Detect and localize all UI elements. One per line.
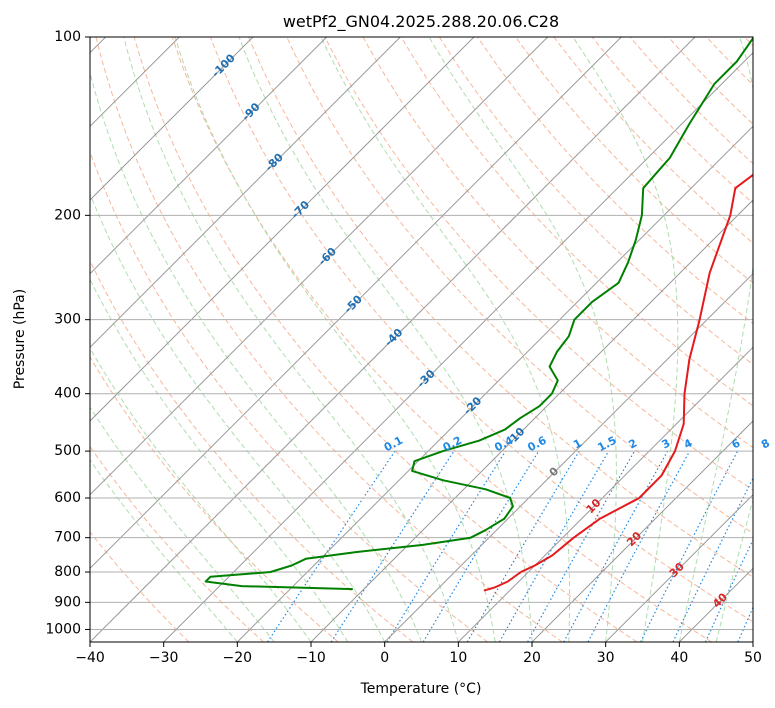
chart-title: wetPf2_GN04.2025.288.20.06.C28 bbox=[283, 12, 559, 32]
dry-adiabat bbox=[90, 531, 190, 642]
isotherm-line bbox=[90, 37, 328, 275]
mixing-ratio-line bbox=[587, 450, 691, 642]
dry-adiabat bbox=[95, 37, 563, 642]
isotherm-line bbox=[90, 37, 475, 422]
moist-adiabat bbox=[678, 37, 753, 642]
x-tick-label: 0 bbox=[380, 650, 389, 666]
mixing-ratio-line bbox=[422, 450, 540, 642]
x-tick-label: −30 bbox=[149, 650, 179, 666]
x-tick-label: 50 bbox=[744, 650, 762, 666]
dewpoint-series-line bbox=[204, 37, 753, 591]
isotherm-line bbox=[90, 37, 696, 642]
x-tick-label: 40 bbox=[670, 650, 688, 666]
y-tick-label: 1000 bbox=[45, 621, 81, 637]
x-tick-label: −10 bbox=[296, 650, 326, 666]
series-group bbox=[204, 37, 753, 592]
dry-adiabat bbox=[90, 259, 414, 642]
plot-frame bbox=[89, 36, 754, 643]
isotherm-line bbox=[236, 125, 753, 642]
y-tick-label: 300 bbox=[54, 312, 81, 328]
moist-adiabat bbox=[715, 497, 753, 642]
dry-adiabat bbox=[210, 37, 753, 623]
x-tick-label: 20 bbox=[523, 650, 541, 666]
moist-adiabat bbox=[90, 278, 349, 642]
y-tick-label: 500 bbox=[54, 443, 81, 459]
dry-adiabat bbox=[90, 150, 488, 642]
moist-adiabat bbox=[123, 37, 459, 642]
x-tick-label: 30 bbox=[597, 650, 615, 666]
mixing-ratio-line bbox=[386, 450, 507, 642]
isotherm-line bbox=[531, 420, 753, 642]
dry-adiabat bbox=[248, 37, 753, 578]
isotherm-line bbox=[90, 37, 254, 201]
mixing-ratio-lines bbox=[266, 450, 753, 642]
isotherm-line bbox=[90, 37, 549, 496]
dry-adiabat bbox=[477, 37, 753, 325]
x-tick-label: 10 bbox=[449, 650, 467, 666]
mixing-ratio-line bbox=[498, 450, 610, 642]
x-tick-label: −20 bbox=[223, 650, 253, 666]
dry-adiabat bbox=[133, 37, 638, 642]
mixing-ratio-line bbox=[672, 477, 753, 642]
moist-adiabat bbox=[90, 192, 386, 642]
mixing-ratio-line bbox=[704, 538, 753, 642]
moist-adiabat bbox=[238, 37, 533, 642]
y-tick-label: 900 bbox=[54, 594, 81, 610]
isotherm-line bbox=[310, 199, 753, 642]
isotherm-line bbox=[605, 493, 753, 642]
dry-adiabat bbox=[400, 37, 753, 407]
dry-adiabat bbox=[324, 37, 753, 491]
y-tick-label: 600 bbox=[54, 490, 81, 506]
dry-adiabat bbox=[286, 37, 753, 534]
moist-adiabats bbox=[90, 37, 753, 642]
y-axis-label: Pressure (hPa) bbox=[12, 289, 28, 389]
dry-adiabat bbox=[438, 37, 753, 366]
y-tick-label: 800 bbox=[54, 564, 81, 580]
mixing-ratio-line bbox=[466, 450, 580, 642]
y-tick-label: 400 bbox=[54, 386, 81, 402]
mixing-ratio-line bbox=[563, 450, 669, 642]
dry-adiabat bbox=[591, 37, 753, 204]
moist-adiabat bbox=[428, 37, 617, 642]
mixing-ratio-line bbox=[330, 450, 455, 642]
moist-adiabat bbox=[90, 459, 238, 642]
moist-adiabat bbox=[174, 37, 496, 642]
temperature-series-line bbox=[483, 173, 753, 592]
moist-adiabat bbox=[320, 37, 571, 642]
mixing-ratio-line bbox=[527, 450, 636, 642]
isotherm-line bbox=[90, 37, 622, 570]
y-tick-label: 200 bbox=[54, 207, 81, 223]
moist-adiabat bbox=[90, 406, 275, 642]
x-tick-label: −40 bbox=[75, 650, 105, 666]
isotherms bbox=[90, 37, 753, 642]
axes: −40 −30 −20 −10 0 10 20 30 40 50 100 200 300 400 500 60… bbox=[45, 29, 762, 666]
y-tick-label: 700 bbox=[54, 530, 81, 546]
isotherm-line bbox=[384, 272, 753, 642]
isotherm-line bbox=[90, 37, 401, 349]
isotherm-line bbox=[457, 346, 753, 642]
dry-adiabat bbox=[553, 37, 753, 244]
x-axis-label: Temperature (°C) bbox=[360, 681, 482, 697]
moist-adiabat bbox=[572, 37, 679, 642]
isotherm-line bbox=[163, 51, 753, 642]
dry-adiabat bbox=[171, 37, 712, 642]
y-tick-label: 100 bbox=[54, 29, 81, 45]
